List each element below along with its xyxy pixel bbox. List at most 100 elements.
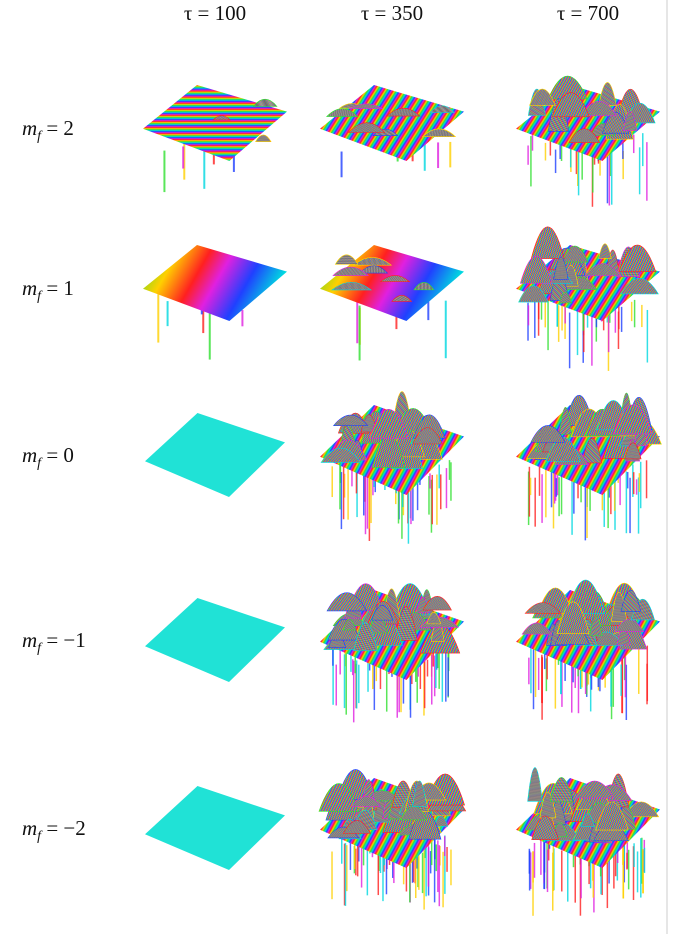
surface-bump [421, 128, 457, 138]
surface-bump [332, 414, 369, 426]
surface-bump [558, 292, 572, 304]
label-subscript: f [37, 129, 43, 144]
surface-bump [518, 285, 549, 303]
surface-bump [348, 103, 384, 109]
surface-bump [519, 255, 553, 284]
surface-bump [521, 622, 552, 635]
surface-bump [252, 98, 278, 107]
surface-bump [527, 767, 543, 802]
surface-bump [598, 82, 617, 106]
surface-bump [352, 257, 393, 266]
surface-bump [342, 618, 357, 631]
surface-bump [318, 783, 360, 812]
surface-bump [613, 404, 653, 435]
surface-bump [342, 820, 372, 834]
surface-bump [332, 266, 369, 276]
label-base: m [22, 116, 37, 140]
surface [320, 85, 464, 161]
surface-bump [359, 265, 389, 274]
surface [143, 85, 287, 161]
row-label: mf = 1 [22, 276, 74, 304]
surface-bump [559, 407, 572, 435]
surface-bump [524, 602, 562, 614]
surface-bump [568, 128, 601, 143]
surface-bump [595, 801, 629, 831]
surface-bump [551, 92, 590, 118]
surface-plot [320, 583, 464, 723]
surface-bump [530, 226, 565, 259]
label-subscript: f [37, 289, 43, 304]
label-subscript: f [37, 829, 43, 844]
label-subscript: f [37, 641, 43, 656]
surface-bump [385, 107, 421, 117]
surface-bump [602, 112, 630, 134]
surface-bump [429, 105, 455, 113]
column-header: τ = 100 [184, 1, 246, 25]
surface-bump [327, 826, 360, 839]
surface-bump [582, 438, 602, 464]
surface-bump [531, 816, 559, 841]
surface-bump [331, 281, 372, 291]
label-relation: = 1 [41, 276, 74, 300]
label-relation: = 2 [41, 116, 74, 140]
surface-bump [530, 425, 566, 443]
row-label: mf = 0 [22, 443, 74, 471]
surface-bump [549, 777, 574, 803]
surface-plot [145, 786, 285, 870]
surface-bump [618, 244, 657, 272]
label-relation: = −1 [41, 628, 86, 652]
surface-bump [351, 796, 382, 807]
label-relation: = 0 [41, 443, 74, 467]
column-header: τ = 350 [361, 1, 423, 25]
surface-plot [143, 245, 287, 360]
surface-plot [320, 245, 464, 361]
surface-bump [391, 295, 413, 302]
flat-surface [145, 413, 285, 497]
surface-plot [516, 226, 660, 371]
surface-plot [145, 598, 285, 682]
label-base: m [22, 443, 37, 467]
surface-bump [348, 122, 386, 133]
surface-plot [320, 391, 464, 544]
label-base: m [22, 816, 37, 840]
surface-bump [412, 780, 427, 807]
surface-plot [516, 580, 660, 721]
surface-bump [371, 605, 394, 621]
surface-bump [379, 275, 411, 283]
surface-bump [353, 622, 378, 652]
surface-bump [394, 606, 418, 641]
surface-plot [516, 767, 660, 916]
surface-bump [320, 447, 361, 463]
flat-surface [145, 786, 285, 870]
surface-bump [334, 254, 359, 265]
surface-bump [622, 110, 638, 131]
surface-bump [422, 596, 452, 611]
surface-bump [556, 601, 590, 634]
surface-bump [547, 76, 588, 100]
surface-bump [413, 282, 435, 291]
surface-bump [620, 590, 642, 612]
surface-bump [325, 108, 359, 117]
surface-bump [619, 277, 659, 295]
surface-plot [318, 769, 467, 910]
row-label: mf = −1 [22, 628, 86, 656]
surface-bump [574, 781, 615, 799]
flat-surface [145, 598, 285, 682]
surface-bump [426, 612, 442, 625]
label-relation: = −2 [41, 816, 86, 840]
surface-bump [545, 437, 581, 462]
surface-bump [326, 592, 368, 612]
label-base: m [22, 628, 37, 652]
surface-bump [553, 256, 569, 280]
surface-bump [212, 115, 231, 121]
surface-bump [598, 243, 612, 259]
surface-plot [320, 85, 464, 178]
column-header: τ = 700 [557, 1, 619, 25]
label-subscript: f [37, 456, 43, 471]
surface-bump [581, 813, 595, 827]
surface [143, 245, 287, 321]
surface-bump [624, 442, 642, 460]
surface-bump [369, 408, 409, 439]
